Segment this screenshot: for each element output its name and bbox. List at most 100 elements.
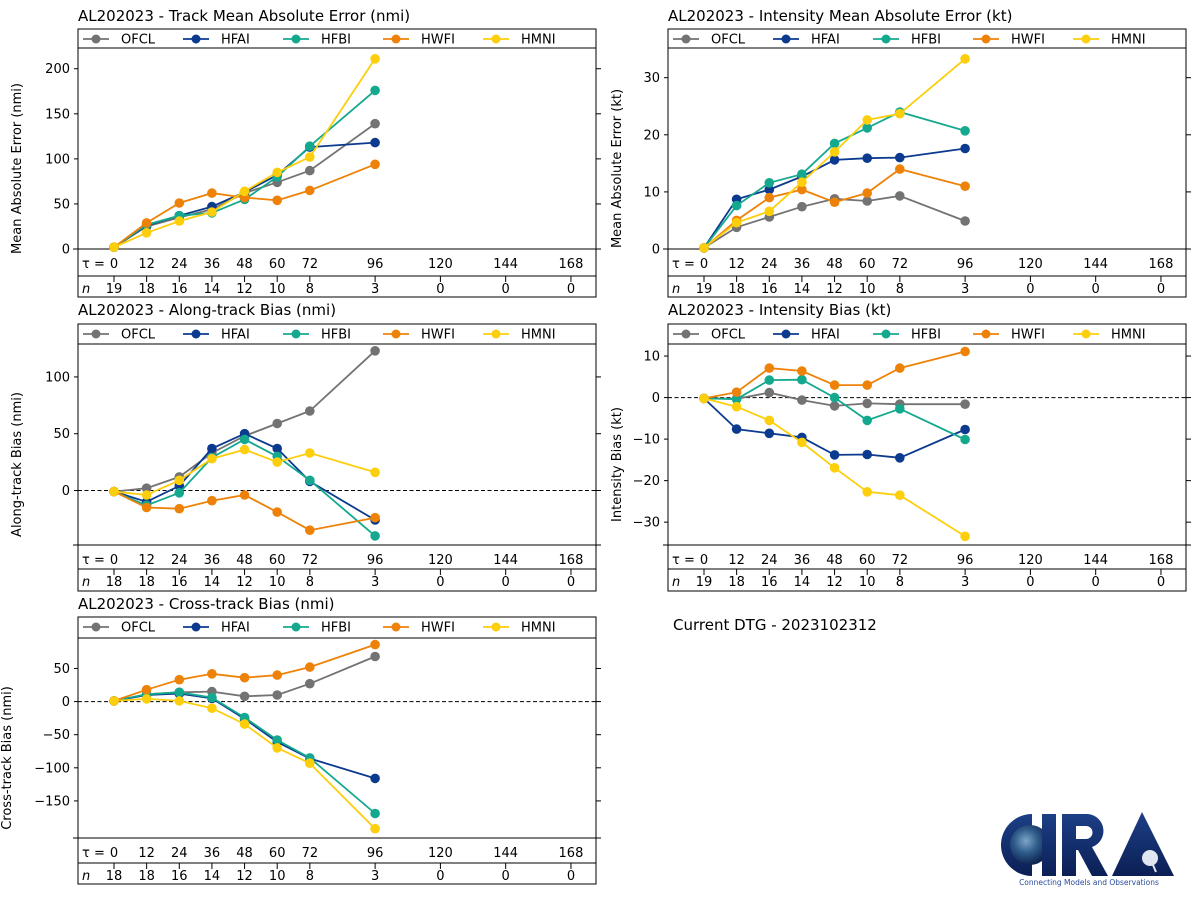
series-line [703,378,966,441]
data-point [731,387,742,398]
axes-frame [667,28,1187,298]
series-hwfi [109,159,380,252]
n-count-label: 18 [728,282,745,297]
n-count-label: 19 [106,282,123,297]
data-point [862,415,872,426]
y-tick-label: 200 [45,62,70,77]
data-point [239,712,250,723]
y-tick-label: 20 [643,128,660,143]
data-point [174,503,185,514]
data-point [141,218,152,228]
tau-tick-label: 60 [269,846,286,861]
tau-tick-label: 72 [302,553,319,568]
legend-item-hmni: HMNI [483,621,556,636]
data-point [305,165,315,176]
data-point [174,687,185,698]
tau-tick-label: 0 [700,257,708,272]
tau-tick-label: 0 [700,553,708,568]
n-count-label: 16 [171,282,188,297]
data-point [174,216,185,226]
legend: OFCL HFAI HFBI HWFI HMNI [673,33,1146,48]
data-point [960,216,970,226]
legend-item-hfai: HFAI [773,33,840,48]
data-point [239,490,250,500]
legend-item-hmni: HMNI [483,328,556,343]
n-label: n [672,575,680,590]
y-tick-label: 0 [62,243,70,258]
legend-marker [291,34,301,44]
y-tick-label: −30 [633,516,660,531]
data-point [141,483,152,494]
data-point [305,406,315,416]
n-count-label: 19 [696,282,713,297]
data-point [370,159,380,170]
data-point [239,719,250,729]
data-point [272,167,283,178]
data-point [272,743,283,753]
data-point [370,346,380,356]
legend-label: HFAI [221,621,250,636]
data-point [764,375,775,385]
data-point [141,684,152,695]
n-count-label: 10 [859,575,876,590]
tau-tick-label: 48 [826,257,843,272]
n-count-label: 0 [436,869,444,884]
legend-item-hfbi: HFBI [283,328,351,343]
legend-item-hfai: HFAI [183,33,250,48]
legend-item-hfbi: HFBI [283,621,351,636]
n-count-label: 12 [236,282,253,297]
legend-item-hwfi: HWFI [973,328,1045,343]
y-tick-label: 30 [643,71,660,86]
series-line [113,163,376,248]
y-axis-label: Intensity Bias (kt) [610,407,625,522]
y-axis-label: Mean Absolute Error (nmi) [10,83,25,254]
data-point [731,394,742,405]
data-point [109,242,119,252]
legend-item-hfbi: HFBI [873,328,941,343]
data-point [239,186,250,197]
series-hmni [109,444,380,500]
chart-title: AL202023 - Intensity Mean Absolute Error… [668,7,1012,25]
data-point [960,424,970,435]
y-tick-label: 100 [45,370,70,385]
legend-marker [291,329,301,339]
y-tick-label: −150 [34,794,70,809]
legend-item-hfbi: HFBI [283,33,351,48]
data-point [239,434,250,445]
series-line [113,350,376,493]
chart-title: AL202023 - Track Mean Absolute Error (nm… [78,7,410,25]
data-point [862,380,872,390]
legend-item-hfai: HFAI [183,328,250,343]
chart-title: AL202023 - Intensity Bias (kt) [668,301,891,319]
data-point [207,692,217,703]
n-count-label: 16 [761,282,778,297]
series-line [113,89,376,248]
data-point [207,495,217,506]
data-point [895,152,905,163]
data-point [272,195,283,206]
data-point [207,443,217,454]
n-count-label: 3 [961,282,969,297]
legend-label: HFAI [221,33,250,48]
legend-item-hmni: HMNI [1073,33,1146,48]
tau-tick-label: 72 [302,846,319,861]
n-count-label: 18 [138,869,155,884]
data-point [895,453,905,463]
legend-marker [1081,329,1091,339]
tau-tick-label: 24 [171,846,188,861]
legend-label: HWFI [421,621,455,636]
tau-tick-label: 168 [559,257,584,272]
n-count-label: 0 [502,869,510,884]
tau-tick-label: 96 [367,553,384,568]
data-point [960,181,970,191]
legend-label: OFCL [711,328,746,343]
data-point [370,512,380,523]
tau-tick-label: 48 [236,553,253,568]
data-point [829,380,840,390]
data-point [207,188,217,198]
tau-label: τ = [672,553,695,568]
tau-tick-label: 36 [204,257,221,272]
data-point [862,115,872,125]
n-count-label: 0 [1092,575,1100,590]
tau-tick-label: 12 [138,553,155,568]
